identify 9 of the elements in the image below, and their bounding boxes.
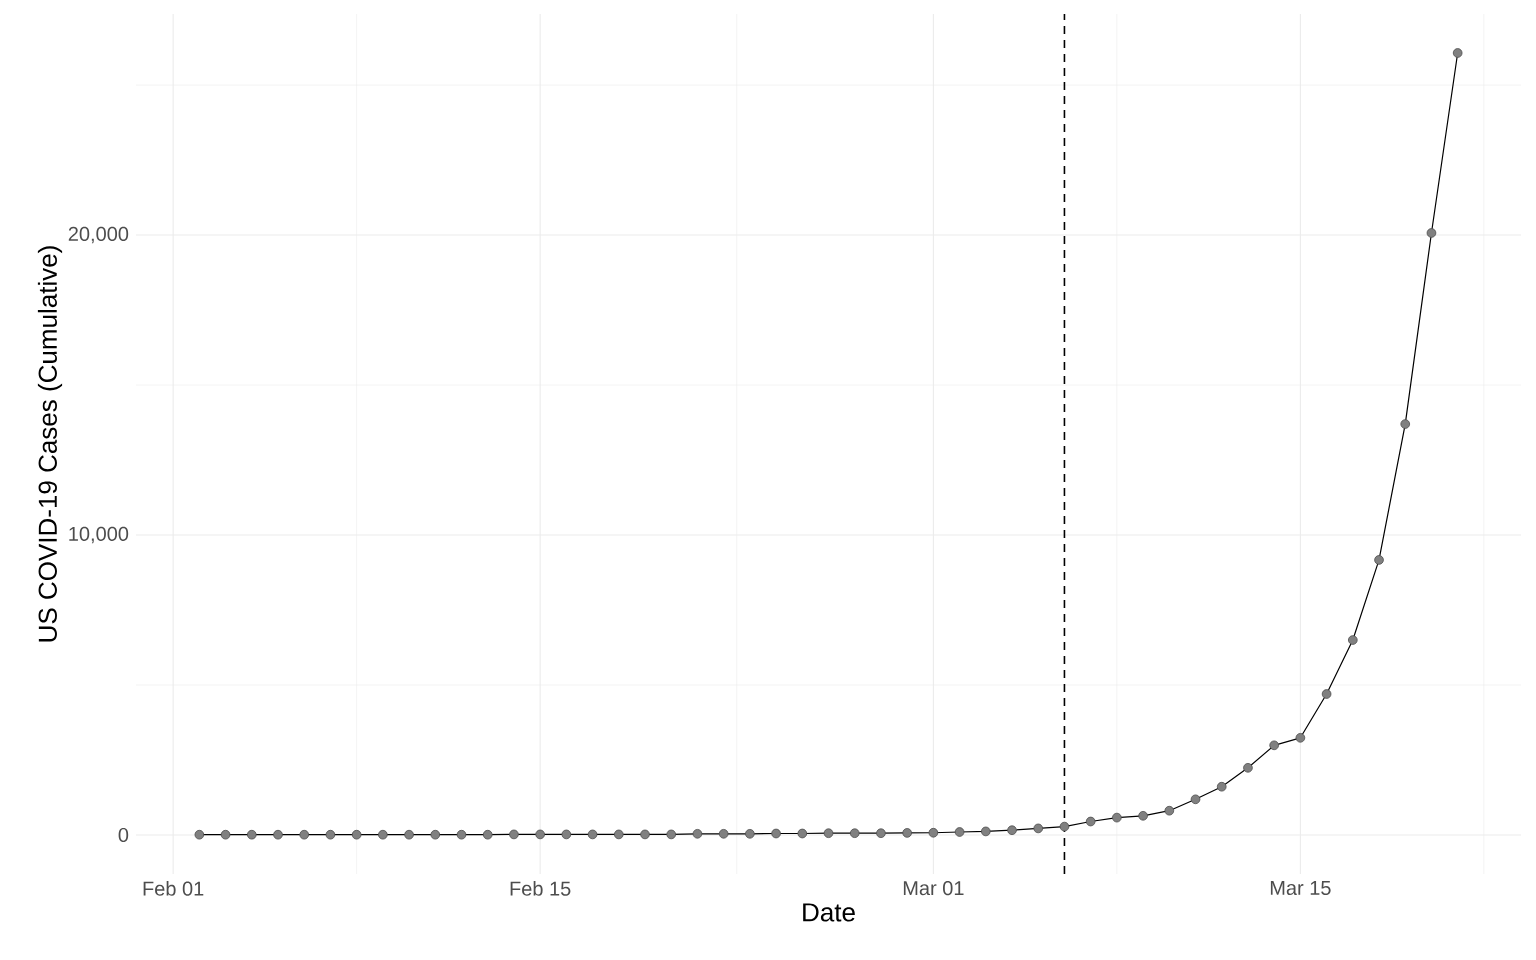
x-tick-label: Feb 15 — [510, 881, 571, 896]
x-tick-label: Mar 15 — [1270, 881, 1331, 895]
y-tick-label: 10,000 — [69, 526, 129, 544]
x-tick-label: Mar 01 — [903, 881, 964, 896]
y-tick-label: 0 — [118, 827, 129, 843]
x-axis-title: Date — [803, 903, 855, 922]
y-tick-label: 20,000 — [68, 226, 129, 244]
y-axis-title: US COVID-19 Cases (Cumulative) — [37, 246, 63, 642]
x-tick-label: Feb 01 — [143, 881, 204, 896]
